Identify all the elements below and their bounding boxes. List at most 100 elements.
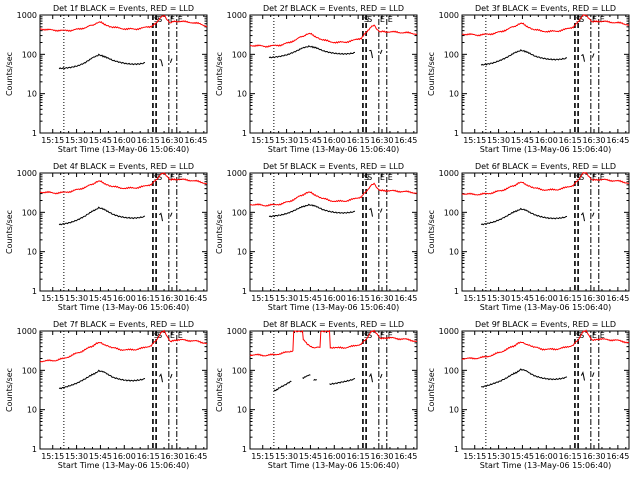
series-line-events [379, 373, 383, 379]
series-line-events [58, 369, 146, 390]
y-tick-label: 1 [242, 129, 247, 138]
x-tick-label: 15:45 [511, 452, 534, 461]
x-tick-label: 16:00 [113, 452, 136, 461]
y-tick-label: 1000 [439, 11, 459, 20]
y-axis-label: Counts/sec [5, 368, 14, 412]
marker-label-s: S [579, 331, 584, 340]
series-line-events [268, 203, 356, 218]
panel-det-9: Det 9f BLACK = Events, RED = LLD 1 10 100 10… [427, 320, 630, 470]
series-line-events [379, 208, 383, 213]
plot-frame [249, 14, 418, 134]
x-tick-label: 15:30 [275, 136, 298, 145]
x-tick-label: 16:30 [160, 136, 183, 145]
x-tick-label: 16:00 [323, 294, 346, 303]
x-tick-label: 16:15 [559, 452, 582, 461]
x-tick-label: 15:30 [275, 294, 298, 303]
marker-label-e: E [178, 15, 183, 24]
y-tick-label: 10 [449, 406, 459, 415]
panel-title: Det 6f BLACK = Events, RED = LLD [475, 162, 616, 171]
y-tick-label: 100 [232, 208, 247, 217]
y-tick-label: 10 [27, 406, 37, 415]
x-axis-label: Start Time (13-May-06 15:06:40) [58, 461, 189, 470]
marker-label-s: S [579, 173, 584, 182]
x-tick-label: 16:30 [370, 294, 393, 303]
y-tick-label: 1 [454, 129, 459, 138]
x-tick-label: 16:45 [184, 452, 207, 461]
y-axis-label: Counts/sec [215, 210, 224, 254]
series-line-lld [461, 14, 630, 37]
marker-label-s: S [579, 15, 584, 24]
panel-title: Det 3f BLACK = Events, RED = LLD [475, 4, 616, 13]
marker-label-e: E [600, 15, 605, 24]
y-tick-label: 100 [22, 366, 37, 375]
x-tick-label: 16:45 [394, 294, 417, 303]
y-tick-label: 1 [32, 445, 37, 454]
y-tick-label: 1 [242, 445, 247, 454]
series-line-events [480, 207, 568, 226]
panel-title: Det 7f BLACK = Events, RED = LLD [53, 320, 194, 329]
series-line-events [58, 53, 146, 70]
x-tick-label: 16:30 [582, 136, 605, 145]
x-axis-label: Start Time (13-May-06 15:06:40) [268, 461, 399, 470]
series-line-lld [249, 329, 418, 357]
x-tick-label: 16:00 [535, 136, 558, 145]
y-tick-label: 1000 [17, 327, 37, 336]
series-line-events [329, 378, 356, 385]
y-tick-label: 1000 [227, 11, 247, 20]
series-line-lld [249, 182, 418, 207]
marker-label-e: E [380, 173, 385, 182]
marker-label-e: E [170, 15, 175, 24]
y-tick-label: 1000 [17, 169, 37, 178]
y-tick-label: 1000 [227, 327, 247, 336]
marker-label-e: E [388, 331, 393, 340]
x-tick-label: 16:30 [160, 294, 183, 303]
marker-label-e: E [592, 331, 597, 340]
marker-label-s: S [367, 331, 372, 340]
x-axis-label: Start Time (13-May-06 15:06:40) [268, 303, 399, 312]
x-tick-label: 16:00 [323, 452, 346, 461]
y-tick-label: 100 [22, 50, 37, 59]
plot-frame [39, 330, 208, 450]
panel-det-6: Det 6f BLACK = Events, RED = LLD 1 10 100 10… [427, 162, 630, 312]
x-tick-label: 16:00 [113, 294, 136, 303]
x-tick-label: 16:00 [535, 294, 558, 303]
series-line-events [591, 212, 595, 217]
panel-title: Det 2f BLACK = Events, RED = LLD [263, 4, 404, 13]
series-line-events [302, 374, 311, 379]
plot-frame [461, 330, 630, 450]
marker-label-e: E [170, 173, 175, 182]
x-tick-label: 16:15 [137, 452, 160, 461]
x-tick-label: 15:15 [41, 136, 64, 145]
panel-det-4: Det 4f BLACK = Events, RED = LLD 1 10 100 10… [5, 162, 208, 312]
series-line-events [58, 206, 146, 226]
y-tick-label: 10 [237, 90, 247, 99]
x-tick-label: 15:15 [463, 294, 486, 303]
series-line-events [169, 212, 173, 217]
series-line-lld [39, 14, 208, 33]
y-tick-label: 100 [444, 208, 459, 217]
y-tick-label: 1 [242, 287, 247, 296]
plot-frame [39, 14, 208, 134]
series-line-events [581, 53, 585, 62]
plot-frame [39, 172, 208, 292]
x-axis-label: Start Time (13-May-06 15:06:40) [480, 145, 611, 154]
x-tick-label: 15:15 [251, 452, 274, 461]
series-line-events [580, 211, 585, 222]
series-line-events [159, 59, 163, 67]
x-tick-label: 16:30 [160, 452, 183, 461]
y-tick-label: 1000 [17, 11, 37, 20]
x-tick-label: 15:45 [89, 452, 112, 461]
plot-frame [461, 14, 630, 134]
series-line-events [591, 372, 595, 377]
x-tick-label: 15:15 [251, 136, 274, 145]
series-line-events [580, 371, 585, 381]
x-tick-label: 16:45 [184, 294, 207, 303]
series-line-events [313, 378, 318, 381]
panel-det-8: Det 8f BLACK = Events, RED = LLD 1 10 100 10… [215, 320, 418, 470]
marker-label-e: E [592, 173, 597, 182]
x-tick-label: 15:15 [251, 294, 274, 303]
plot-frame [249, 172, 418, 292]
y-tick-label: 10 [237, 248, 247, 257]
